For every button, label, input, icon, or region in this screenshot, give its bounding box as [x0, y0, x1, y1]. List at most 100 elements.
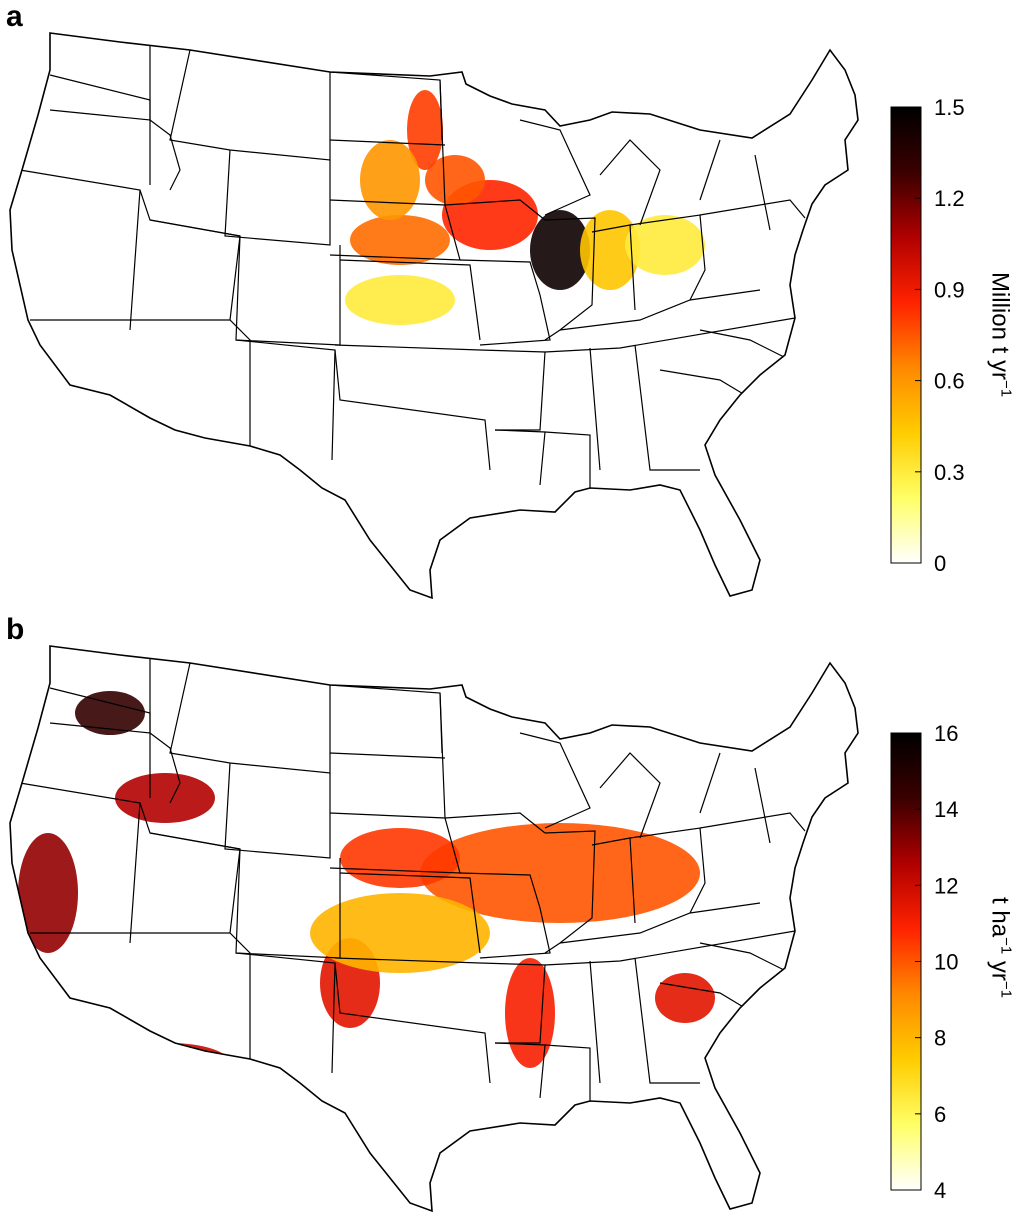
colorbar-tick-label: 16 — [934, 723, 958, 746]
state-border — [544, 317, 796, 353]
colorbar-tick-label: 14 — [934, 797, 958, 822]
state-border — [589, 960, 601, 1084]
state-border — [699, 329, 791, 361]
state-border — [329, 812, 461, 874]
state-border — [129, 802, 141, 944]
state-border — [699, 812, 806, 832]
country-outline — [9, 32, 859, 600]
state-border — [30, 932, 251, 1059]
colorbar-a: 0 0.3 0.6 0.9 1.2 1.5 — [890, 95, 965, 576]
state-border — [334, 962, 491, 1084]
state-border — [754, 767, 771, 844]
colorbar-tick-label: 0.9 — [934, 277, 965, 302]
hotspot-idaho-snake-river — [115, 773, 215, 823]
hotspot-nebraska-east — [350, 215, 450, 265]
colorbar-ticks-b: 4 6 8 10 12 14 16 — [915, 723, 958, 1203]
state-border — [544, 930, 796, 966]
hotspot-kansas — [345, 275, 455, 325]
colorbar-tick-label: 12 — [934, 873, 958, 898]
state-border — [30, 319, 251, 446]
map-panel-b: b 4 6 8 10 12 14 16 t ha−1 yr−1 — [0, 613, 1031, 1226]
state-border — [329, 199, 461, 261]
state-border — [459, 259, 551, 346]
hotspot-mississippi-delta — [505, 958, 555, 1068]
hotspot-red-river-valley — [407, 90, 443, 170]
state-border — [339, 872, 481, 954]
colorbar-tick-label: 10 — [934, 950, 958, 975]
state-border — [699, 752, 721, 814]
colorbar-tick-label: 1.2 — [934, 186, 965, 211]
hotspot-ohio — [625, 215, 705, 275]
state-border — [129, 189, 141, 331]
state-border — [224, 762, 331, 859]
state-border — [339, 259, 481, 341]
state-border — [334, 957, 481, 964]
state-border — [544, 431, 591, 488]
colorbar-title-a: Million t yr−1 — [986, 225, 1015, 445]
state-border — [659, 982, 746, 1009]
hotspot-nebraska — [340, 828, 460, 888]
state-border — [634, 344, 700, 471]
state-border — [444, 812, 546, 834]
colorbar-title-a-main: Million t yr — [986, 271, 1014, 380]
colorbar-ramp-a — [890, 106, 922, 564]
state-border — [599, 752, 661, 839]
hotspot-minnesota-south — [425, 155, 485, 205]
colorbar-tick-label: 8 — [934, 1026, 946, 1051]
state-border — [589, 347, 601, 471]
state-border — [439, 79, 446, 206]
colorbar-tick-label: 1.5 — [934, 95, 965, 120]
state-border — [519, 732, 591, 829]
hotspot-great-plains — [310, 893, 490, 973]
map-panel-a: a 0 0.3 0.6 0.9 1.2 1.5 Million t yr−1 — [6, 0, 1015, 600]
state-border — [329, 752, 446, 759]
panel-label-b: b — [6, 613, 25, 646]
state-border — [149, 119, 181, 191]
hotspot-georgia — [655, 973, 715, 1023]
state-border — [559, 289, 761, 331]
hotspot-washington-columbia-basin — [75, 691, 145, 735]
state-border — [235, 848, 341, 959]
state-border — [439, 692, 446, 819]
state-border — [544, 830, 596, 954]
state-border — [519, 119, 591, 216]
state-border — [334, 349, 491, 471]
state-border — [544, 1044, 591, 1101]
colorbar-title-b-sup2: −1 — [997, 980, 1015, 998]
colorbar-title-b-main: t ha — [986, 897, 1014, 938]
hotspot-arizona — [110, 1043, 230, 1083]
colorbar-tick-label: 0.6 — [934, 369, 965, 394]
hotspot-illinois-central — [530, 210, 590, 290]
state-border — [659, 369, 746, 396]
state-border — [479, 962, 546, 1044]
state-border — [329, 139, 446, 146]
hotspot-california-central-valley — [18, 833, 78, 953]
state-border — [634, 957, 700, 1084]
colorbar-tick-label: 0.3 — [934, 460, 965, 485]
state-border — [629, 214, 706, 301]
colorbar-tick-label: 4 — [934, 1178, 946, 1203]
state-border — [699, 139, 721, 201]
state-border — [149, 732, 181, 804]
state-border — [599, 139, 661, 226]
country-outline — [9, 645, 859, 1213]
hotspot-south-dakota-east — [360, 140, 420, 220]
state-border — [559, 902, 761, 944]
state-border — [459, 872, 551, 959]
us-county-map-b — [9, 645, 859, 1213]
state-border — [699, 942, 791, 974]
colorbar-title-b-mid: yr — [986, 954, 1014, 981]
colorbar-tick-label: 6 — [934, 1102, 946, 1127]
state-border — [629, 827, 706, 914]
state-border — [444, 199, 546, 221]
us-county-map-a — [9, 32, 859, 600]
state-border — [479, 349, 546, 431]
panel-label-a: a — [6, 0, 23, 33]
state-border — [334, 344, 481, 351]
colorbar-ticks-a: 0 0.3 0.6 0.9 1.2 1.5 — [915, 95, 965, 576]
colorbar-b: 4 6 8 10 12 14 16 — [890, 723, 958, 1203]
state-border — [224, 149, 331, 246]
colorbar-title-b-sup1: −1 — [997, 937, 1015, 955]
state-border — [544, 217, 596, 341]
state-border — [754, 154, 771, 231]
